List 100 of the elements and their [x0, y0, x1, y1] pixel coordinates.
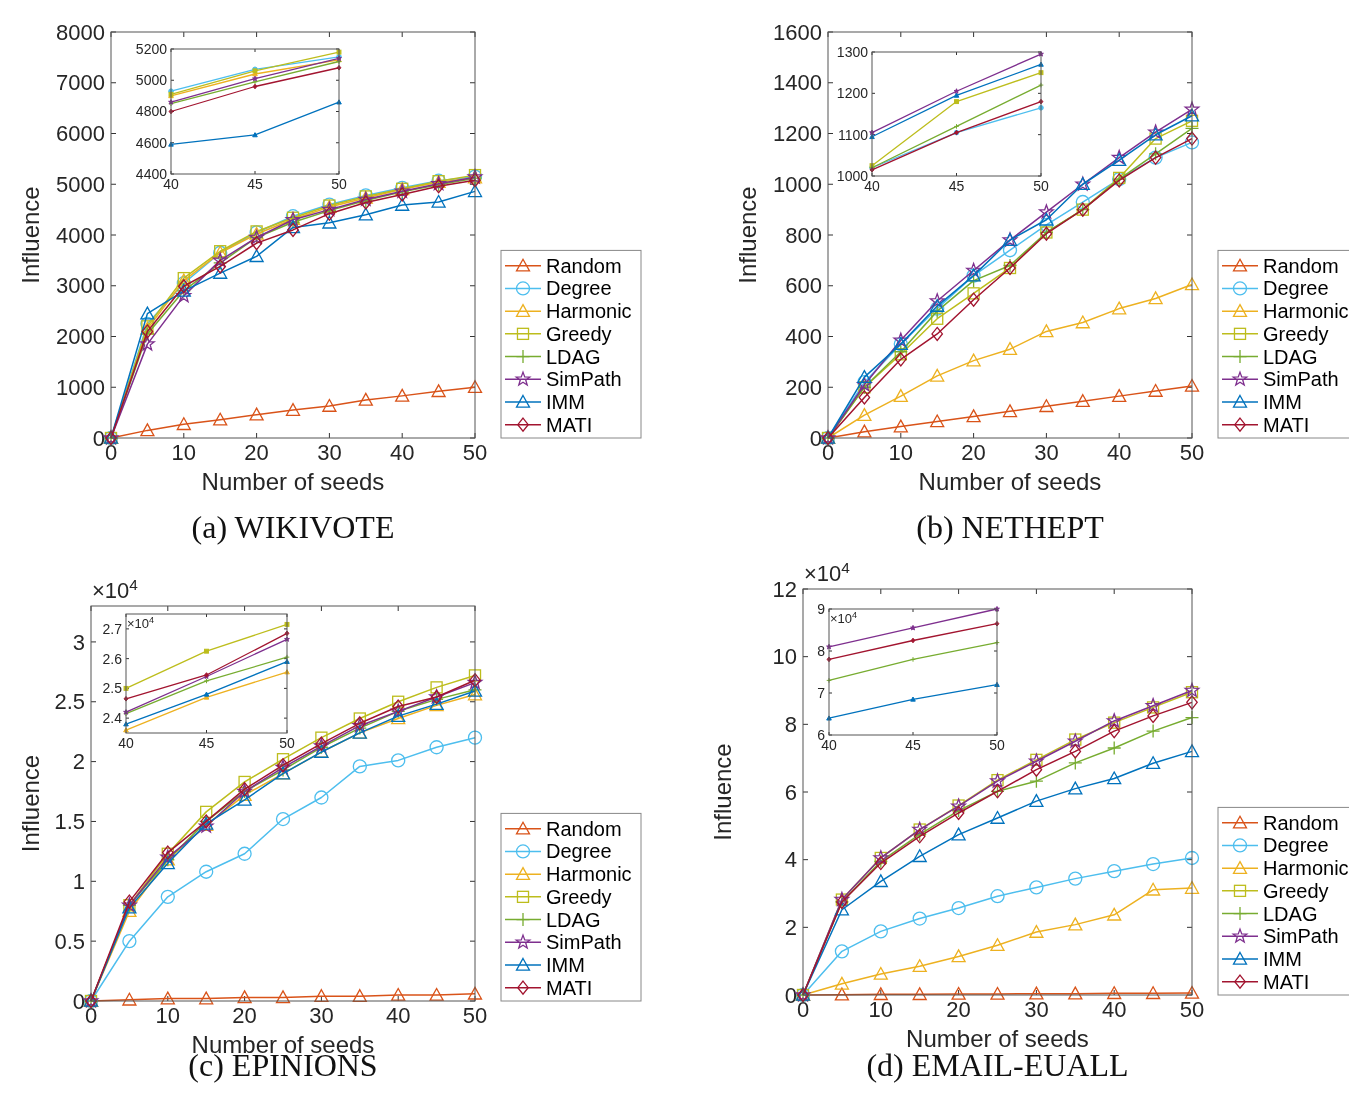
x-tick-label: 45 — [198, 735, 215, 751]
x-tick-label: 10 — [868, 997, 894, 1022]
y-tick-label: 6000 — [56, 121, 105, 147]
x-tick-label: 50 — [279, 735, 295, 751]
y-axis-title: Influence — [17, 754, 44, 853]
y-tick-label: 200 — [785, 374, 822, 400]
y-tick-label: 3000 — [56, 273, 105, 299]
y-tick-label: 600 — [785, 273, 822, 299]
x-tick-label: 40 — [1106, 440, 1132, 465]
y-tick-label: 2.6 — [102, 650, 123, 667]
x-tick-label: 30 — [309, 1003, 334, 1028]
y-tick-label: 400 — [785, 324, 822, 350]
text: ×10$^{4}$ — [92, 575, 139, 603]
legend-label: SimPath — [546, 368, 622, 391]
y-tick-label: 1.5 — [54, 809, 85, 835]
legend-label: Random — [1263, 811, 1339, 834]
x-tick-label: 50 — [331, 176, 347, 192]
x-tick-label: 50 — [462, 440, 488, 465]
x-tick-label: 30 — [1024, 997, 1049, 1022]
y-tick-label: 7 — [817, 684, 826, 701]
legend-label: LDAG — [546, 345, 601, 368]
y-axis-title: Influence — [709, 743, 736, 841]
x-tick-label: 50 — [1179, 997, 1205, 1022]
x-tick-label: 10 — [888, 440, 914, 465]
legend-label: Degree — [546, 840, 612, 863]
x-tick-label: 45 — [905, 737, 921, 753]
annotation: ×10$^{4}$ — [127, 615, 155, 631]
y-tick-label: 10 — [772, 644, 797, 670]
legend-label: Random — [546, 254, 622, 277]
x-tick-label: 50 — [989, 737, 1005, 753]
y-tick-label: 4800 — [135, 103, 168, 120]
legend-label: Harmonic — [546, 863, 632, 886]
x-tick-label: 20 — [946, 997, 971, 1022]
y-tick-label: 1000 — [56, 374, 105, 400]
legend-label: SimPath — [1263, 368, 1339, 391]
y-tick-label: 4 — [784, 847, 797, 873]
x-tick-label: 50 — [462, 1003, 488, 1028]
x-tick-label: 20 — [961, 440, 986, 465]
x-tick-label: 50 — [1033, 178, 1049, 194]
x-tick-label: 40 — [118, 735, 134, 751]
legend-label: Degree — [546, 277, 612, 300]
x-axis-title: Number of seeds — [918, 468, 1102, 495]
y-tick-label: 2.5 — [54, 689, 85, 715]
legend-label: IMM — [1263, 947, 1302, 970]
legend-label: MATI — [1263, 970, 1310, 993]
legend-label: Greedy — [546, 885, 612, 908]
y-tick-label: 12 — [772, 576, 797, 602]
y-tick-label: 4600 — [135, 134, 168, 151]
y-tick-label: 2.7 — [102, 620, 123, 637]
y-axis-title: Influence — [734, 186, 761, 284]
y-tick-label: 2.4 — [102, 710, 123, 727]
legend-label: SimPath — [1263, 925, 1339, 948]
legend-label: MATI — [546, 976, 593, 999]
x-tick-label: 20 — [232, 1003, 257, 1028]
y-tick-label: 1100 — [837, 126, 869, 143]
y-tick-label: 5000 — [135, 72, 168, 89]
legend-label: IMM — [1263, 390, 1302, 413]
y-tick-label: 4000 — [56, 222, 105, 248]
x-tick-label: 40 — [389, 440, 415, 465]
legend-label: Degree — [1263, 834, 1329, 857]
y-tick-label: 8 — [784, 712, 797, 738]
y-tick-label: 8000 — [56, 19, 105, 45]
y-tick-label: 2000 — [56, 324, 105, 350]
legend-label: LDAG — [1263, 902, 1318, 925]
legend-label: IMM — [546, 390, 585, 413]
x-axis-title: Number of seeds — [201, 468, 385, 495]
text: (b) NETHEPT — [916, 509, 1105, 545]
legend-label: SimPath — [546, 931, 622, 954]
x-tick-label: 50 — [1179, 440, 1205, 465]
legend-label: Greedy — [546, 322, 612, 345]
y-tick-label: 800 — [785, 222, 822, 248]
text: (a) WIKIVOTE — [191, 509, 395, 545]
y-tick-label: 1000 — [773, 171, 822, 197]
y-tick-label: 2.5 — [102, 680, 123, 697]
y-tick-label: 2 — [784, 915, 797, 941]
x-tick-label: 10 — [171, 440, 197, 465]
legend-label: Greedy — [1263, 322, 1329, 345]
x-tick-label: 40 — [1101, 997, 1127, 1022]
legend-label: LDAG — [546, 908, 601, 931]
y-tick-label: 1300 — [836, 43, 869, 60]
legend-label: Random — [546, 817, 622, 840]
legend-label: Harmonic — [1263, 300, 1349, 323]
x-tick-label: 30 — [1034, 440, 1059, 465]
x-tick-label: 45 — [948, 178, 965, 194]
x-tick-label: 40 — [385, 1003, 411, 1028]
y-tick-label: 5000 — [56, 171, 105, 197]
y-tick-label: 1400 — [773, 70, 822, 96]
legend-label: Random — [1263, 254, 1339, 277]
legend-label: Harmonic — [546, 300, 632, 323]
text: ×10$^{4}$ — [804, 558, 851, 586]
legend-label: LDAG — [1263, 345, 1318, 368]
x-tick-label: 45 — [247, 176, 263, 192]
legend-label: Degree — [1263, 277, 1329, 300]
x-tick-label: 30 — [317, 440, 342, 465]
y-tick-label: 0.5 — [54, 928, 85, 954]
legend-label: Greedy — [1263, 879, 1329, 902]
legend-label: IMM — [546, 953, 585, 976]
legend-label: MATI — [1263, 413, 1310, 436]
y-tick-label: 3 — [72, 629, 85, 655]
y-tick-label: 1 — [72, 869, 85, 894]
